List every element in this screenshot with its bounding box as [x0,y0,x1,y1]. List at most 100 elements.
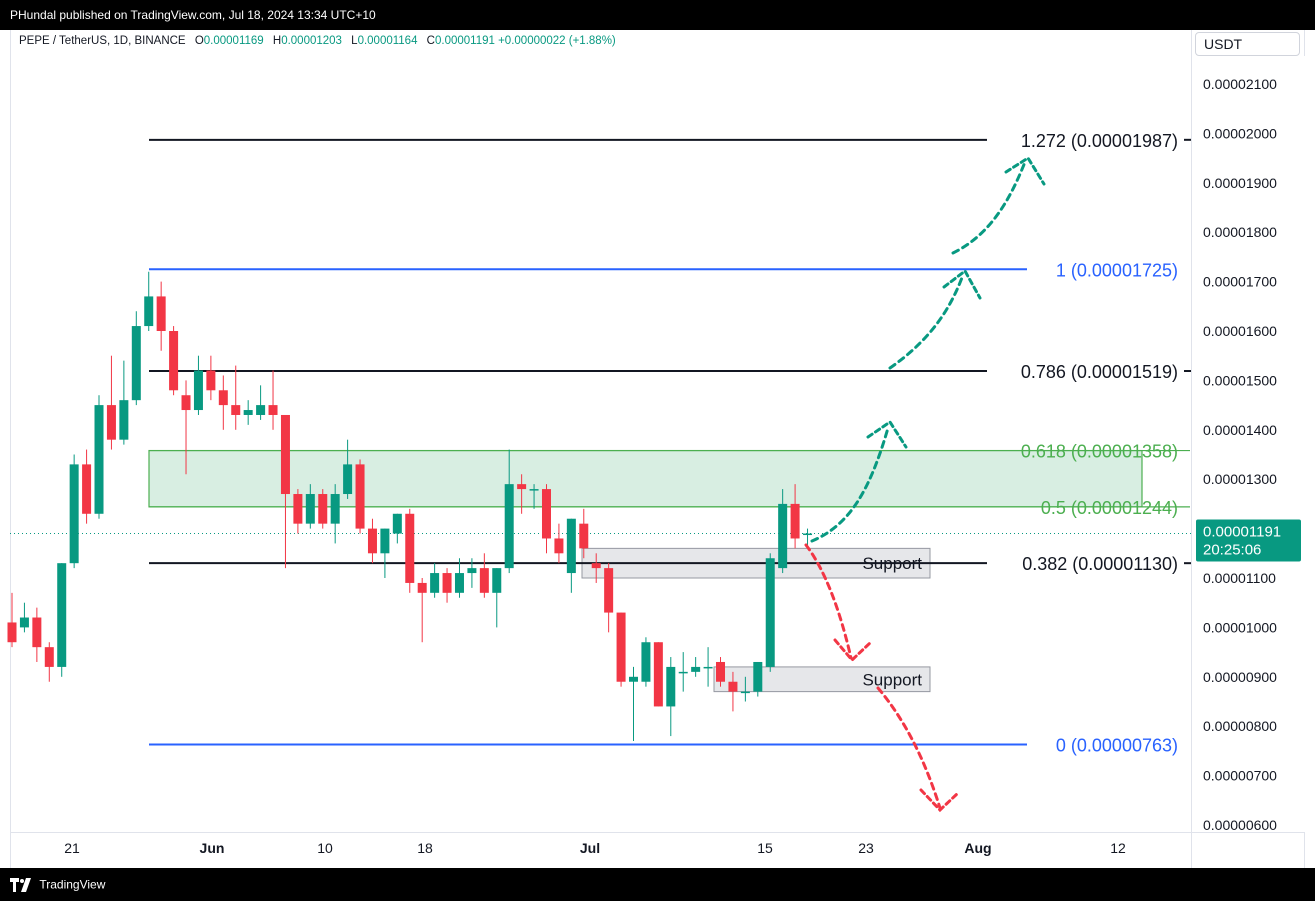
candle[interactable] [69,454,79,569]
price-tick-label: 0.00002000 [1203,125,1277,141]
candle[interactable] [790,484,800,549]
candle[interactable] [442,568,452,603]
candle[interactable] [193,355,203,415]
candle[interactable] [492,568,502,628]
candle[interactable] [703,647,713,687]
candle[interactable] [691,657,701,677]
candle-body [7,622,17,643]
candle[interactable] [7,592,17,648]
candle[interactable] [467,558,477,588]
candle-body [106,405,116,440]
candle-body [579,523,589,549]
candle[interactable] [579,508,589,559]
candle[interactable] [280,414,290,569]
candle[interactable] [417,578,427,643]
candle[interactable] [131,311,141,406]
candle[interactable] [144,271,154,331]
candle[interactable] [392,513,402,544]
candle[interactable] [454,558,464,598]
candle[interactable] [529,484,539,509]
candle[interactable] [19,602,29,633]
fib-level-label: 0.382 (0.00001130) [1022,554,1178,574]
time-tick-label: 15 [757,840,773,856]
candle[interactable] [541,484,551,554]
publisher-bar: PHundal published on TradingView.com, Ju… [0,0,1315,30]
candle[interactable] [591,553,601,583]
open-label: O [194,35,204,47]
candle[interactable] [678,652,688,692]
candle[interactable] [44,642,54,682]
candle[interactable] [778,489,788,574]
candle[interactable] [728,671,738,712]
candle[interactable] [256,385,266,420]
candle[interactable] [641,637,651,687]
price-axis-bg [1192,56,1305,832]
candle[interactable] [343,439,353,499]
support-zone-label: Support [862,670,922,689]
price-tick-label: 0.00000700 [1203,768,1277,784]
candle[interactable] [231,365,241,430]
candle[interactable] [218,375,228,430]
candle-body [716,661,726,682]
candle[interactable] [305,484,315,529]
currency-selector[interactable]: USDT [1195,32,1300,56]
candle-body [305,494,315,524]
candle-body [616,612,626,682]
candle[interactable] [318,489,328,529]
low-label: L [351,35,358,47]
candle[interactable] [156,281,166,351]
candle[interactable] [716,657,726,687]
candle[interactable] [405,508,415,593]
candle[interactable] [106,355,116,450]
candle-body [82,464,92,514]
candle[interactable] [504,449,514,574]
candle[interactable] [268,370,278,430]
candle[interactable] [629,666,638,742]
candle[interactable] [57,563,67,677]
candle-body [591,563,601,569]
time-tick-label: 21 [64,840,80,856]
change-value: +0.00000022 (+1.88%) [498,35,616,47]
candle[interactable] [330,484,340,544]
candle[interactable] [293,489,303,534]
candle[interactable] [517,474,527,514]
candle[interactable] [740,676,750,702]
candle-body [144,296,154,327]
candle[interactable] [367,518,377,564]
fib-level-label: 0.786 (0.00001519) [1021,362,1178,382]
candle[interactable] [243,400,253,425]
candle[interactable] [653,642,663,707]
open-value: 0.00001169 [203,35,264,47]
candle[interactable] [566,518,576,593]
candle[interactable] [355,459,365,534]
candle[interactable] [206,355,216,401]
candle[interactable] [666,657,676,737]
candle[interactable] [32,607,42,662]
candle[interactable] [753,661,763,697]
candle[interactable] [765,553,775,672]
time-tick-label: 18 [417,840,433,856]
candle[interactable] [380,528,390,578]
candle-body [69,464,79,564]
time-tick-label: 12 [1110,840,1126,856]
candle-body [268,405,278,415]
candle[interactable] [479,553,489,598]
price-tick-label: 0.00001700 [1203,274,1277,290]
time-tick-label: 10 [317,840,333,856]
candle[interactable] [554,523,564,564]
candle-body [32,617,42,648]
candle-body [280,414,290,495]
candle[interactable] [430,563,440,598]
candle[interactable] [169,326,179,396]
candle[interactable] [604,563,614,633]
fib-level-label: 0.618 (0.00001358) [1021,442,1178,462]
candle[interactable] [94,395,104,519]
candle[interactable] [119,360,129,445]
candle[interactable] [181,380,191,475]
candle[interactable] [82,449,92,524]
fib-level-label: 1.272 (0.00001987) [1021,131,1178,151]
candle-body [666,666,676,707]
candle[interactable] [616,612,626,687]
candle-body [778,503,788,569]
